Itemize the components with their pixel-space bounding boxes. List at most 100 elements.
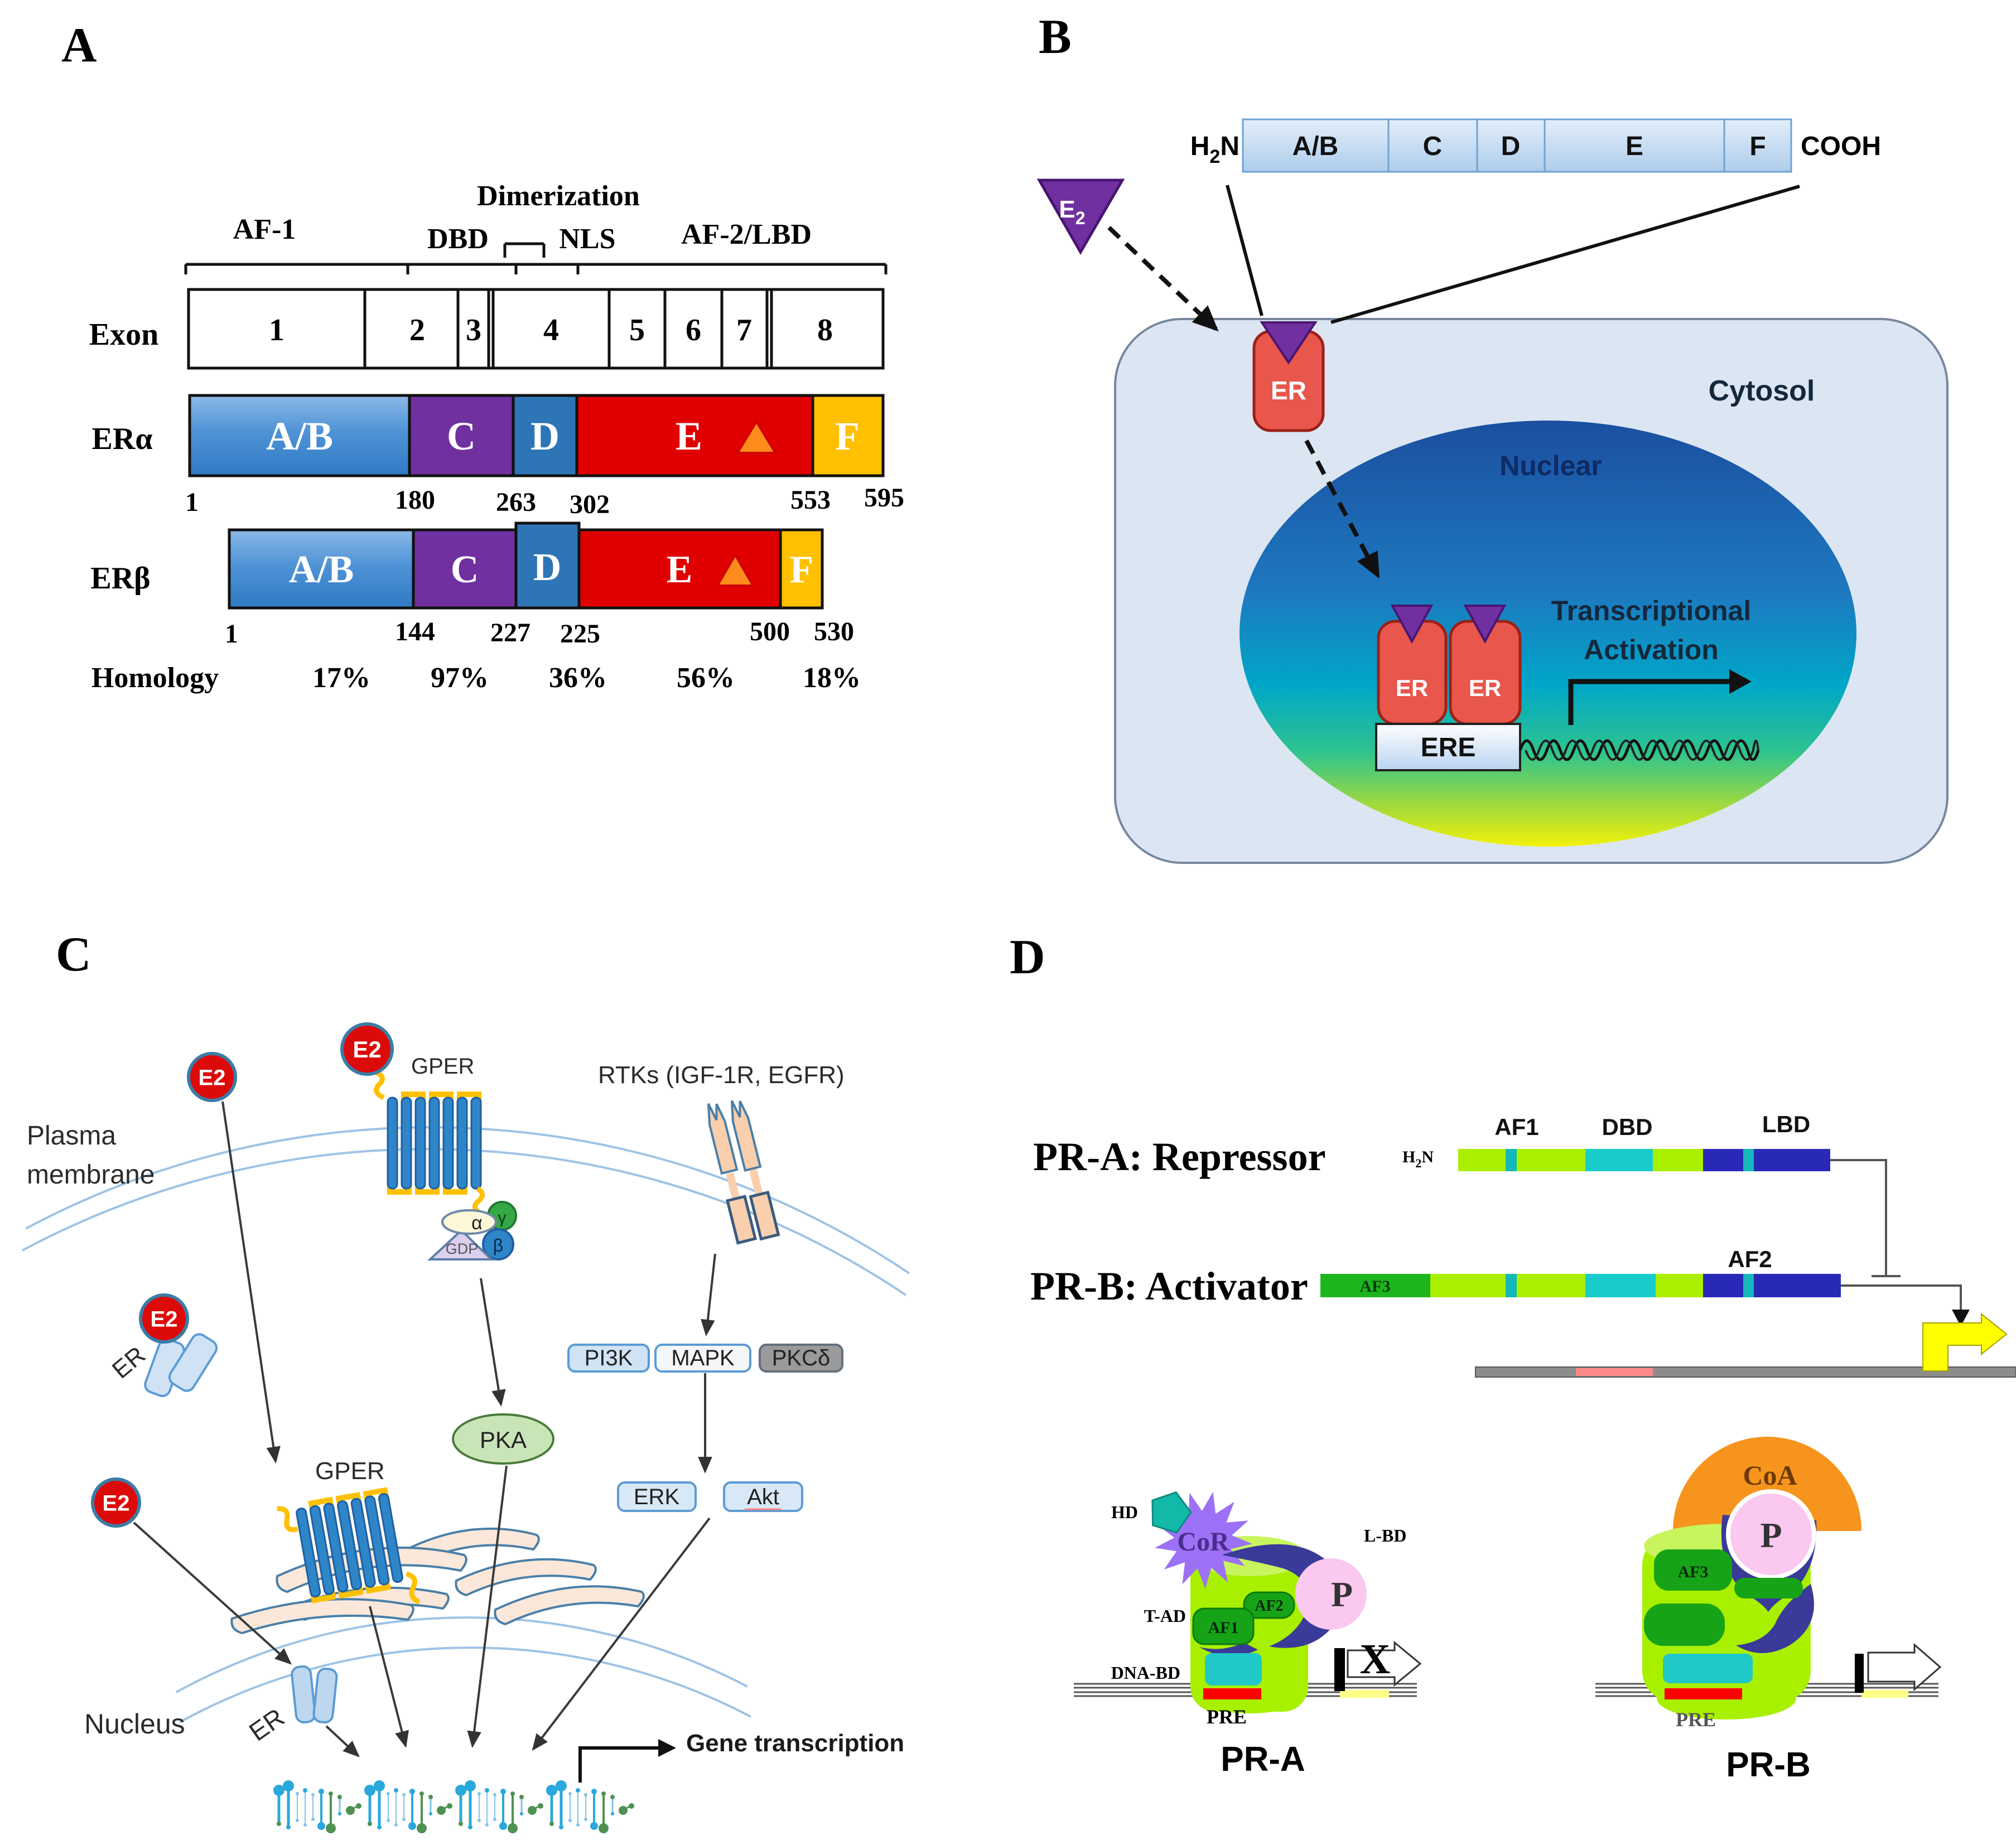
svg-text:HD: HD (1111, 1502, 1138, 1522)
svg-text:ERK: ERK (634, 1485, 680, 1509)
svg-text:A/B: A/B (1292, 132, 1339, 161)
svg-text:F: F (835, 414, 860, 458)
svg-text:500: 500 (750, 617, 790, 646)
svg-text:PRE: PRE (1676, 1708, 1716, 1731)
svg-text:AF1: AF1 (1494, 1114, 1538, 1140)
svg-text:α: α (471, 1213, 483, 1234)
svg-text:C: C (451, 548, 479, 591)
svg-text:Activation: Activation (1584, 634, 1719, 665)
svg-text:C: C (56, 928, 91, 982)
svg-text:144: 144 (395, 617, 435, 646)
svg-text:E: E (667, 548, 693, 591)
svg-text:GPER: GPER (315, 1457, 385, 1485)
svg-text:Dimerization: Dimerization (477, 180, 640, 212)
svg-text:F: F (1749, 132, 1766, 161)
svg-text:P: P (1760, 1515, 1782, 1555)
svg-text:PRE: PRE (1207, 1706, 1247, 1728)
svg-text:263: 263 (496, 487, 536, 517)
svg-text:Homology: Homology (91, 662, 219, 694)
svg-text:AF2: AF2 (1728, 1246, 1772, 1272)
svg-text:530: 530 (814, 617, 854, 646)
svg-text:F: F (790, 548, 814, 591)
svg-text:L-BD: L-BD (1364, 1525, 1406, 1545)
svg-text:C: C (1423, 132, 1443, 161)
svg-text:Nucleus: Nucleus (84, 1708, 185, 1740)
svg-text:595: 595 (864, 483, 904, 513)
svg-text:COOH: COOH (1801, 132, 1881, 161)
svg-text:AF3: AF3 (1678, 1563, 1709, 1581)
svg-text:AF-1: AF-1 (233, 214, 296, 245)
svg-text:PR-A: PR-A (1221, 1740, 1305, 1779)
svg-text:D: D (1501, 132, 1521, 161)
svg-text:36%: 36% (549, 662, 607, 694)
svg-text:Nuclear: Nuclear (1499, 450, 1602, 481)
svg-text:E2: E2 (199, 1065, 226, 1090)
svg-text:E: E (676, 414, 702, 458)
svg-text:RTKs (IGF-1R, EGFR): RTKs (IGF-1R, EGFR) (598, 1061, 845, 1089)
svg-text:302: 302 (570, 490, 610, 519)
svg-text:PR-A: Repressor: PR-A: Repressor (1033, 1134, 1326, 1179)
svg-text:GPER: GPER (411, 1054, 474, 1079)
svg-text:CoA: CoA (1743, 1460, 1797, 1491)
svg-text:ERβ: ERβ (90, 561, 150, 596)
svg-text:CoR: CoR (1177, 1527, 1230, 1557)
svg-text:ER: ER (1469, 675, 1501, 701)
svg-text:P: P (1331, 1574, 1353, 1614)
svg-text:A/B: A/B (289, 548, 354, 591)
svg-text:Akt: Akt (747, 1485, 779, 1509)
svg-text:8: 8 (817, 313, 833, 347)
svg-text:Cytosol: Cytosol (1709, 375, 1815, 407)
svg-text:DBD: DBD (427, 223, 489, 255)
svg-text:D: D (530, 414, 560, 458)
svg-text:T-AD: T-AD (1144, 1606, 1186, 1626)
svg-text:553: 553 (790, 485, 831, 515)
svg-text:A: A (61, 18, 97, 73)
svg-text:D: D (1010, 930, 1045, 984)
svg-text:5: 5 (629, 313, 645, 347)
svg-text:180: 180 (395, 485, 435, 515)
svg-text:Transcriptional: Transcriptional (1551, 595, 1751, 626)
svg-text:Gene transcription: Gene transcription (686, 1730, 904, 1757)
svg-text:E: E (1626, 132, 1643, 161)
svg-text:A/B: A/B (266, 414, 333, 458)
svg-text:Plasma: Plasma (27, 1121, 116, 1151)
svg-text:6: 6 (686, 313, 701, 347)
svg-text:1: 1 (185, 487, 199, 517)
svg-text:56%: 56% (677, 662, 735, 694)
svg-text:LBD: LBD (1762, 1111, 1810, 1137)
svg-text:AF1: AF1 (1208, 1619, 1239, 1637)
svg-text:4: 4 (543, 313, 559, 347)
svg-text:DNA-BD: DNA-BD (1111, 1663, 1180, 1683)
svg-text:2: 2 (409, 313, 425, 347)
svg-text:C: C (447, 414, 476, 458)
svg-text:AF3: AF3 (1360, 1277, 1391, 1296)
svg-text:1: 1 (269, 313, 284, 347)
svg-text:PR-B: PR-B (1726, 1746, 1811, 1784)
svg-text:NLS: NLS (559, 223, 615, 255)
svg-text:ER: ER (1271, 376, 1306, 405)
svg-text:3: 3 (466, 313, 481, 347)
svg-text:227: 227 (490, 618, 530, 648)
svg-text:GDP: GDP (446, 1240, 479, 1257)
svg-text:X: X (1360, 1636, 1391, 1683)
svg-text:17%: 17% (312, 662, 370, 694)
svg-text:PR-B: Activator: PR-B: Activator (1030, 1264, 1308, 1308)
svg-text:1: 1 (225, 619, 238, 649)
svg-text:Exon: Exon (89, 317, 159, 352)
svg-text:γ: γ (498, 1209, 507, 1227)
svg-text:ER: ER (244, 1702, 290, 1746)
svg-text:97%: 97% (431, 662, 489, 694)
svg-text:18%: 18% (803, 662, 861, 694)
svg-text:B: B (1039, 10, 1072, 64)
svg-text:MAPK: MAPK (671, 1346, 735, 1370)
svg-text:E2: E2 (151, 1307, 178, 1331)
svg-text:E2: E2 (353, 1036, 381, 1062)
svg-text:E2: E2 (103, 1491, 130, 1515)
svg-text:ERE: ERE (1421, 733, 1476, 762)
svg-text:PKA: PKA (480, 1427, 527, 1453)
svg-text:225: 225 (560, 619, 600, 649)
svg-text:AF-2/LBD: AF-2/LBD (681, 219, 812, 250)
svg-text:H2N: H2N (1190, 132, 1239, 167)
svg-text:H2N: H2N (1402, 1148, 1434, 1170)
svg-text:ER: ER (107, 1341, 151, 1384)
